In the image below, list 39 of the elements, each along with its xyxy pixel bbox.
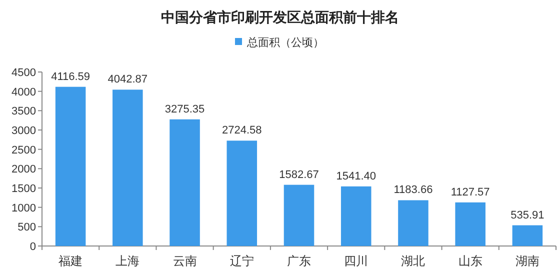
y-tick-label: 4000 <box>12 86 36 98</box>
bar <box>340 186 372 246</box>
bar <box>398 200 428 246</box>
data-label: 3275.35 <box>164 103 205 116</box>
bar <box>512 225 543 246</box>
bar <box>284 184 314 246</box>
y-tick-label: 500 <box>18 222 36 234</box>
bar <box>112 90 143 246</box>
y-tick-label: 2500 <box>12 144 36 156</box>
data-label: 1582.67 <box>279 168 319 181</box>
x-tick-label: 辽宁 <box>230 254 254 268</box>
chart-title: 中国分省市印刷开发区总面积前十排名 <box>161 9 399 25</box>
x-tick-label: 湖北 <box>401 254 426 268</box>
x-tick-label: 四川 <box>344 254 368 268</box>
bar <box>455 202 486 246</box>
y-tick-label: 0 <box>30 241 36 253</box>
y-tick-label: 3500 <box>12 106 36 118</box>
x-tick-label: 上海 <box>116 254 140 268</box>
legend-label: 总面积（公顷） <box>246 36 324 49</box>
bar <box>55 86 86 246</box>
y-tick-label: 3000 <box>12 125 36 137</box>
data-label: 1541.40 <box>336 170 376 182</box>
data-label: 4116.59 <box>51 70 90 83</box>
y-tick-label: 4500 <box>12 67 36 79</box>
data-label: 535.91 <box>510 209 544 222</box>
x-tick-label: 湖南 <box>515 254 540 268</box>
x-tick-label: 福建 <box>58 254 83 268</box>
x-tick-label: 山东 <box>458 254 482 268</box>
x-tick-label: 广东 <box>287 254 311 268</box>
data-label: 1127.57 <box>450 186 490 198</box>
bar <box>170 119 200 246</box>
data-label: 4042.87 <box>108 74 148 86</box>
data-label: 1183.66 <box>394 184 433 196</box>
x-tick-label: 云南 <box>172 254 197 268</box>
bar <box>226 140 258 246</box>
y-tick-label: 1000 <box>12 202 36 214</box>
data-label: 2724.58 <box>222 124 262 137</box>
y-tick-label: 1500 <box>12 183 36 195</box>
y-tick-label: 2000 <box>12 164 36 176</box>
